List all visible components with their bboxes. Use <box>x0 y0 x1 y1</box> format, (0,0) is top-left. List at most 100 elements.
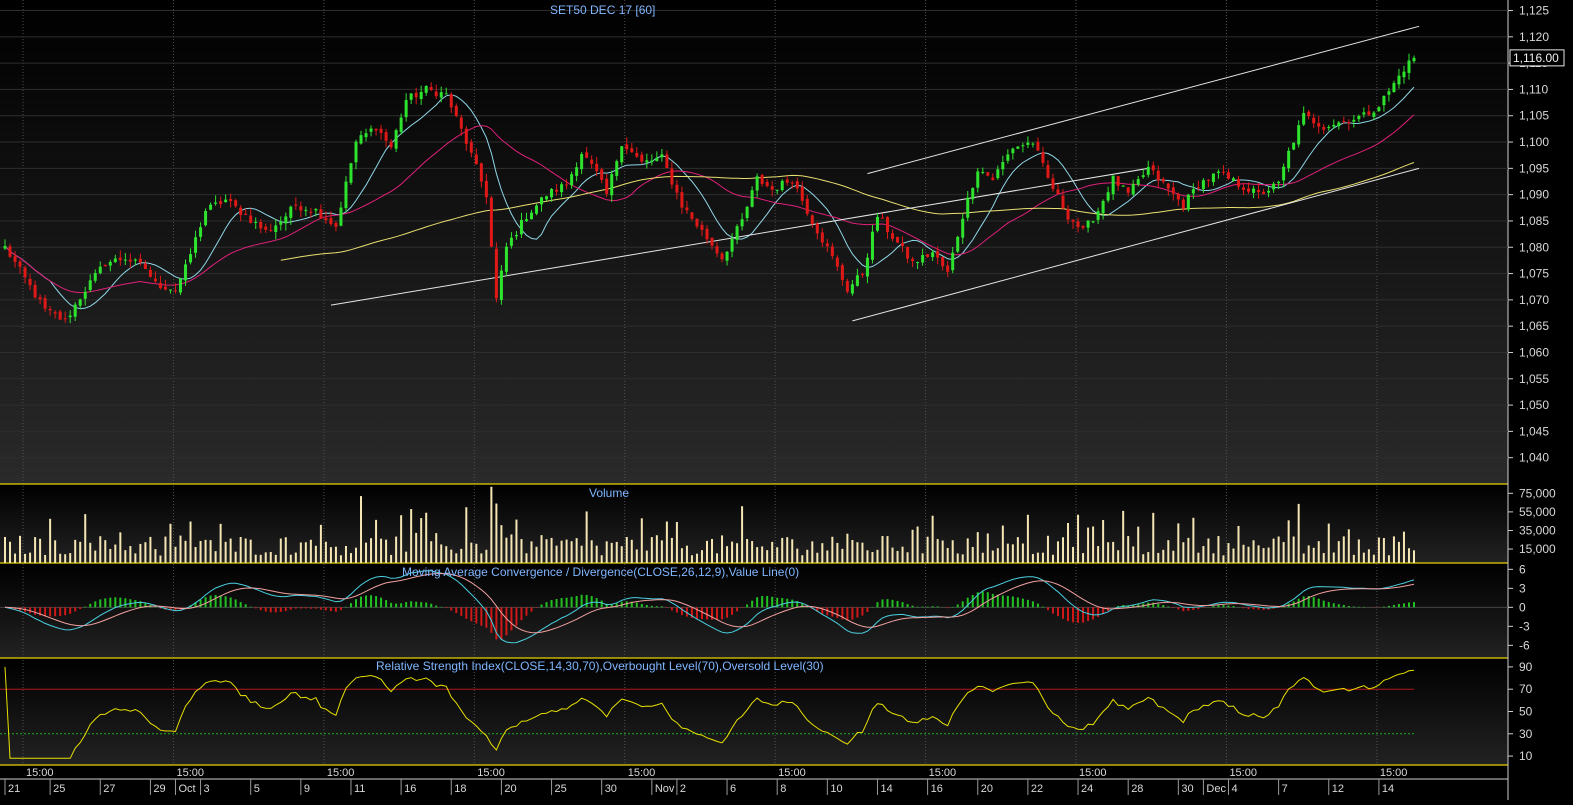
candle-body <box>454 105 458 116</box>
y-tick-label: 1,100 <box>1519 135 1549 149</box>
volume-bar <box>1162 549 1165 563</box>
volume-bar <box>1357 539 1360 563</box>
volume-bar <box>1272 538 1275 563</box>
price-panel-bg <box>0 0 1508 484</box>
volume-bar <box>645 550 648 563</box>
date-label: 16 <box>931 783 943 795</box>
volume-bar <box>299 542 302 563</box>
candle-body <box>1272 183 1276 190</box>
volume-bar <box>1252 540 1255 563</box>
volume-bar <box>420 518 423 563</box>
candle-body <box>550 188 554 198</box>
candle-body <box>28 278 32 286</box>
volume-bar <box>1122 510 1125 563</box>
candle-body <box>379 128 383 133</box>
volume-bar <box>1337 541 1340 563</box>
candle-body <box>48 308 52 311</box>
candle-body <box>88 280 92 290</box>
candle-body <box>971 188 975 200</box>
candle-body <box>384 132 388 141</box>
volume-bar <box>1382 537 1385 563</box>
volume-bar <box>1192 517 1195 563</box>
y-tick-label: 1,105 <box>1519 109 1549 123</box>
candle-body <box>1312 117 1316 124</box>
rsi-tick-label: 70 <box>1519 682 1533 696</box>
candle-body <box>615 161 619 176</box>
candle-body <box>38 297 42 300</box>
volume-bar <box>540 535 543 563</box>
y-tick-label: 1,040 <box>1519 451 1549 465</box>
candle-body <box>494 248 498 299</box>
volume-bar <box>104 540 107 563</box>
candle-body <box>1191 189 1195 194</box>
volume-bar <box>1312 547 1315 563</box>
candle-body <box>1221 171 1225 173</box>
volume-bar <box>1197 552 1200 563</box>
volume-bar <box>194 547 197 563</box>
volume-bar <box>726 546 729 563</box>
candle-body <box>1332 124 1336 127</box>
date-label: 25 <box>555 783 567 795</box>
candle-body <box>1096 211 1100 220</box>
candle-body <box>981 171 985 173</box>
volume-bar <box>816 552 819 563</box>
candle-body <box>53 312 57 314</box>
candle-body <box>870 231 874 260</box>
volume-bar <box>1041 552 1044 563</box>
volume-bar <box>1307 545 1310 563</box>
candle-body <box>705 228 709 240</box>
candle-body <box>1367 111 1371 115</box>
volume-tick-label: 35,000 <box>1519 523 1556 537</box>
volume-bar <box>349 553 352 563</box>
candle-body <box>780 180 784 191</box>
date-label: 14 <box>880 783 892 795</box>
candle-body <box>675 184 679 193</box>
volume-bar <box>360 496 363 563</box>
volume-bar <box>495 503 498 563</box>
candle-body <box>123 259 127 261</box>
candle-body <box>840 265 844 281</box>
candle-body <box>600 169 604 180</box>
volume-bar <box>1102 519 1105 563</box>
candle-body <box>946 265 950 272</box>
volume-bar <box>615 541 618 563</box>
candle-body <box>1387 91 1391 95</box>
candle-body <box>1106 192 1110 201</box>
volume-bar <box>1247 546 1250 563</box>
volume-bar <box>229 538 232 563</box>
volume-bar <box>1021 543 1024 563</box>
volume-bar <box>14 553 17 563</box>
volume-bar <box>59 553 62 563</box>
volume-bar <box>264 552 267 563</box>
candle-body <box>941 256 945 267</box>
macd-tick-label: -3 <box>1519 619 1530 633</box>
candle-body <box>1026 142 1030 145</box>
volume-bar <box>129 546 132 563</box>
volume-bar <box>319 524 322 563</box>
candle-body <box>670 168 674 185</box>
candle-body <box>745 206 749 218</box>
candle-body <box>1176 193 1180 200</box>
volume-bar <box>1402 531 1405 563</box>
volume-bar <box>700 550 703 563</box>
date-label: 21 <box>8 783 20 795</box>
candle-body <box>504 246 508 272</box>
candle-body <box>1247 188 1251 192</box>
candle-body <box>580 154 584 170</box>
volume-bar <box>1282 542 1285 563</box>
volume-bar <box>109 548 112 563</box>
candle-body <box>785 179 789 183</box>
volume-bar <box>585 511 588 563</box>
volume-bar <box>580 545 583 563</box>
candle-body <box>339 207 343 226</box>
volume-bar <box>199 541 202 563</box>
date-label: 20 <box>981 783 993 795</box>
volume-bar <box>690 555 693 563</box>
volume-bar <box>44 554 47 563</box>
candle-body <box>234 200 238 207</box>
volume-bar <box>460 548 463 563</box>
candle-body <box>1066 208 1070 220</box>
volume-bar <box>841 548 844 563</box>
volume-bar <box>430 541 433 563</box>
